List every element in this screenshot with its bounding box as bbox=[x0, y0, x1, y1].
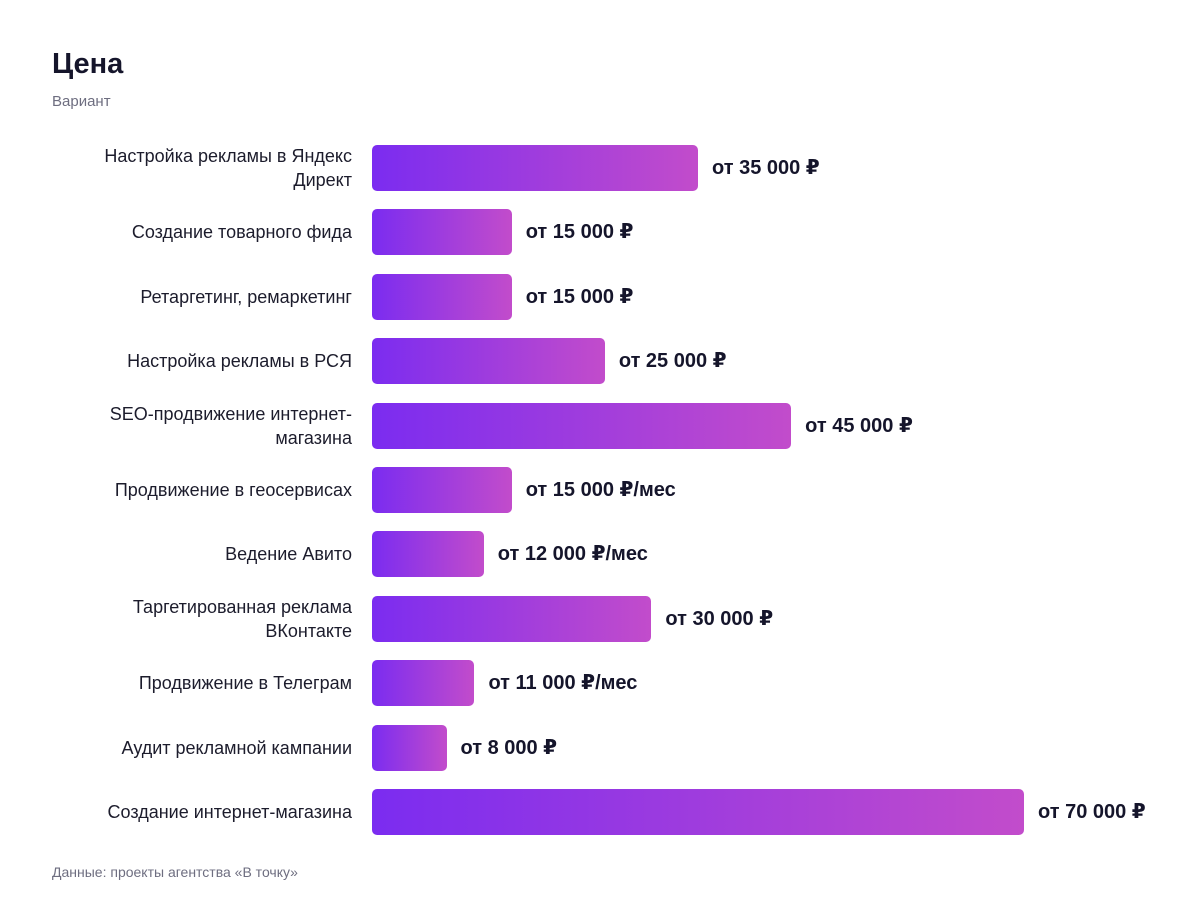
value-label: от 35 000 ₽ bbox=[712, 157, 820, 179]
bar bbox=[372, 789, 1024, 835]
category-label: Аудит рекламной кампании bbox=[121, 737, 352, 758]
value-label: от 30 000 ₽ bbox=[665, 607, 774, 630]
category-label: Ретаргетинг, ремаркетинг bbox=[140, 286, 352, 307]
bar bbox=[372, 402, 792, 449]
bar bbox=[372, 660, 475, 707]
bar bbox=[372, 338, 605, 385]
value-label: от 12 000 ₽/мес bbox=[497, 543, 648, 566]
category-label: Настройка рекламы в РСЯ bbox=[127, 351, 352, 372]
category-label: Таргетированная реклама ВКонтакте bbox=[132, 596, 352, 641]
value-label: от 11 000 ₽/мес bbox=[488, 672, 638, 695]
category-label: SEO-продвижение интернет-магазина bbox=[109, 403, 352, 448]
category-label: Создание интернет-магазина bbox=[107, 802, 352, 822]
category-label: Продвижение в геосервисах bbox=[114, 480, 352, 500]
chart-source: Данные: проекты агентства «В точку» bbox=[52, 864, 298, 880]
bar bbox=[372, 467, 512, 513]
value-label: от 15 000 ₽/мес bbox=[525, 479, 676, 501]
value-label: от 25 000 ₽ bbox=[618, 350, 727, 373]
bar bbox=[372, 145, 698, 191]
category-label: Создание товарного фида bbox=[131, 222, 352, 243]
category-label: Настройка рекламы в Яндекс Директ bbox=[104, 146, 352, 190]
value-label: от 15 000 ₽ bbox=[525, 285, 634, 308]
chart-subtitle: Вариант bbox=[52, 93, 111, 110]
bar bbox=[372, 531, 484, 578]
bar bbox=[372, 273, 512, 320]
value-label: от 70 000 ₽ bbox=[1038, 801, 1146, 823]
value-label: от 45 000 ₽ bbox=[805, 414, 913, 437]
bar bbox=[372, 209, 512, 256]
chart-title: Цена bbox=[52, 48, 124, 80]
value-label: от 8 000 ₽ bbox=[460, 736, 558, 759]
bar bbox=[372, 595, 652, 642]
category-label: Продвижение в Телеграм bbox=[138, 673, 352, 694]
value-label: от 15 000 ₽ bbox=[525, 221, 634, 244]
category-label: Ведение Авито bbox=[225, 544, 352, 565]
bar bbox=[372, 724, 447, 771]
